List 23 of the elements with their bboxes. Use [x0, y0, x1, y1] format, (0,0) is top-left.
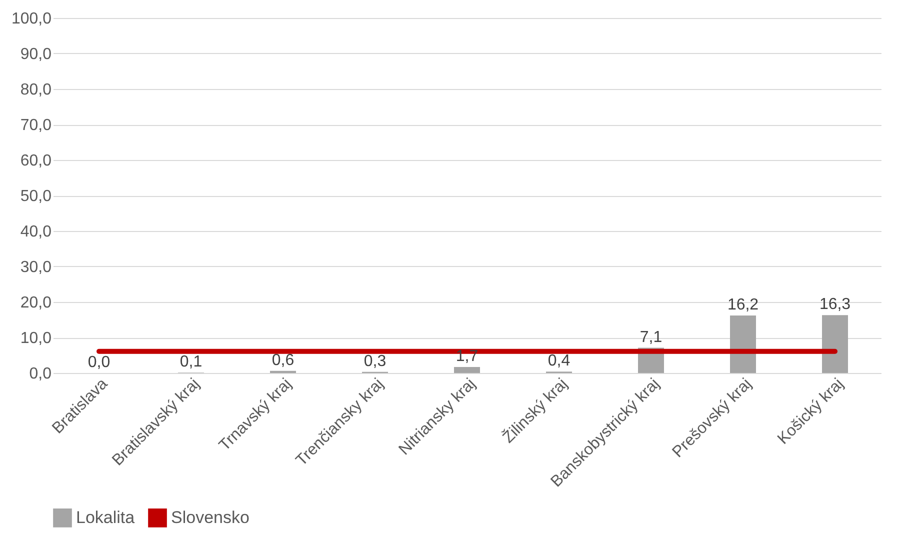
data-label: 7,1 [640, 328, 662, 346]
y-tick-label: 60,0 [20, 152, 52, 170]
y-tick-label: 40,0 [20, 224, 52, 240]
y-tick-label: 100,0 [11, 10, 52, 28]
legend-label: Lokalita [76, 508, 136, 527]
y-tick-label: 20,0 [20, 294, 52, 312]
data-label: 0,0 [88, 354, 110, 371]
data-label: 0,4 [548, 352, 570, 370]
bar [454, 366, 480, 373]
bar [822, 315, 848, 373]
y-tick-label: 50,0 [20, 188, 52, 205]
y-tick-label: 80,0 [20, 82, 52, 98]
data-label: 0,1 [180, 354, 202, 371]
legend-label: Slovensko [171, 508, 250, 527]
y-tick-label: 90,0 [20, 46, 52, 63]
data-label: 16,2 [727, 296, 759, 314]
data-label: 16,3 [819, 296, 851, 314]
y-tick-label: 10,0 [20, 330, 52, 347]
y-tick-label: 0,0 [29, 366, 52, 382]
data-label: 0,3 [364, 352, 386, 370]
y-tick-label: 30,0 [20, 259, 52, 276]
data-label: 0,6 [272, 352, 294, 369]
y-tick-label: 70,0 [20, 117, 52, 134]
